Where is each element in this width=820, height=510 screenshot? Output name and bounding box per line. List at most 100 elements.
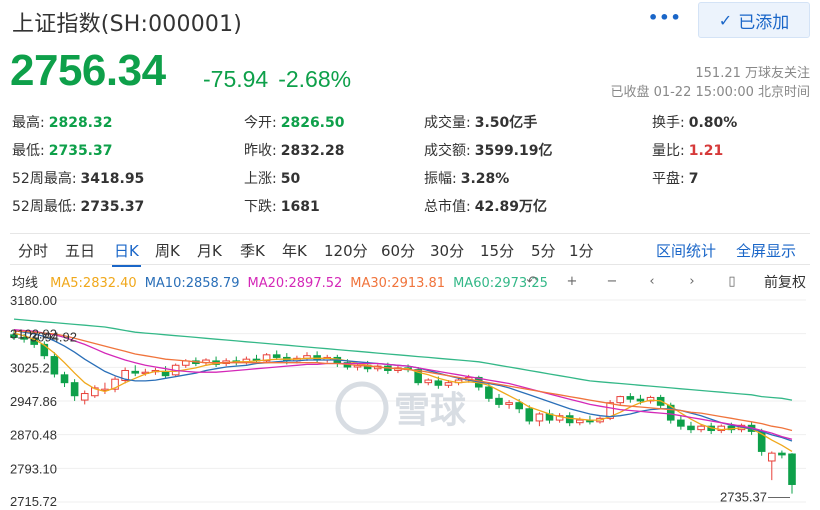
tab-4[interactable]: 月K [197,242,222,260]
stat-item: 今开: 2826.50 [244,112,344,132]
reset-icon[interactable]: ▯ [728,274,736,289]
candle-body [535,413,544,422]
stat-label: 上涨: [244,171,277,187]
tab-5[interactable]: 季K [240,242,265,260]
stat-value: 42.89万亿 [474,199,548,215]
candle-body [555,415,564,421]
tab-0[interactable]: 分时 [18,242,49,260]
stat-item: 52周最高: 3418.95 [12,168,144,188]
candle-body [666,404,675,421]
zoom-out-icon[interactable]: − [606,274,618,289]
tab-3[interactable]: 周K [155,242,180,260]
kline-chart[interactable]: 雪球 3180.00 3102.92 3025.2 2947.86 2870.48 2793… [0,292,820,510]
candle-body [697,425,705,431]
ma-line-ma20 [13,328,793,440]
candle-body [70,382,79,397]
page-title: 上证指数(SH:000001) [12,12,243,37]
stat-label: 下跌: [244,199,277,215]
stat-label: 52周最低: [12,199,77,215]
more-options-button[interactable]: ••• [648,8,682,27]
tab-2[interactable]: 日K [112,242,141,267]
tab-7[interactable]: 120分 [324,242,368,260]
stat-value: 2826.50 [280,115,345,131]
watermark-text: 雪球 [394,390,467,431]
candle-body [565,415,574,424]
candle-body [505,402,513,405]
undo-icon[interactable]: ↶ [526,274,538,289]
ma-legend: 均线 MA5:2832.40 MA10:2858.79 MA20:2897.52 MA… [12,272,556,291]
scroll-left-icon[interactable]: ‹ [649,274,655,289]
follow-button[interactable]: ✓ 已添加 [698,2,810,38]
stat-value: 2828.32 [48,115,113,131]
candle-body [414,369,422,384]
tab-10[interactable]: 15分 [480,242,515,260]
y-tick-label: 3025.2 [10,360,50,375]
stat-item: 成交量: 3.50亿手 [424,112,537,132]
candle-body [767,452,776,462]
stat-value: 3.50亿手 [474,115,538,131]
stat-label: 成交量: [424,115,471,131]
candle-body [424,379,433,384]
check-icon: ✓ [718,10,733,30]
candle-body [626,396,635,400]
ma-item: MA20:2897.52 [247,276,343,291]
candle-body [636,398,645,402]
stat-item: 成交额: 3599.19亿 [424,140,552,160]
y-tick-label: 2947.86 [10,394,57,409]
range-stats-link[interactable]: 区间统计 [656,242,717,260]
stat-value: 2735.37 [80,199,145,215]
stat-item: 最高: 2828.32 [12,112,112,132]
fullscreen-link[interactable]: 全屏显示 [736,242,797,260]
candle-body [20,336,28,340]
tab-6[interactable]: 年K [282,242,307,260]
stat-item: 昨收: 2832.28 [244,140,344,160]
candle-body [444,382,453,386]
stat-label: 昨收: [244,143,277,159]
watermark-logo-icon [335,381,389,435]
stat-value: 2735.37 [48,143,113,159]
stat-label: 振幅: [424,171,457,187]
overlay-price-label: 3094.92 [30,330,77,345]
follow-button-label: 已添加 [738,12,790,33]
ma-item: MA10:2858.79 [144,276,240,291]
stat-item: 上涨: 50 [244,168,300,188]
zoom-in-icon[interactable]: + [566,274,578,289]
tab-1[interactable]: 五日 [65,242,96,260]
ma-line-ma60 [13,318,793,401]
change-value: -75.94 [203,66,269,92]
candle-body [525,408,534,422]
y-tick-label: 2715.72 [10,494,57,509]
candle-body [80,393,89,401]
low-price-label: 2735.37 [720,489,767,504]
tab-12[interactable]: 1分 [569,242,594,260]
stat-value: 50 [280,171,301,187]
stat-value: 3599.19亿 [474,143,553,159]
candle-body [687,425,695,431]
tab-9[interactable]: 30分 [430,242,465,260]
stat-item: 平盘: 7 [652,168,698,188]
candle-body [50,356,59,375]
adjust-mode-button[interactable]: 前复权 [764,275,806,291]
candle-body [646,396,655,402]
tab-11[interactable]: 5分 [531,242,556,260]
candle-body [778,452,786,456]
candle-body [111,378,119,390]
candle-body [131,370,140,374]
candle-body [717,425,726,432]
stat-label: 52周最高: [12,171,77,187]
change-percent: -2.68% [278,66,352,92]
scroll-right-icon[interactable]: › [689,274,695,289]
followers-count: 151.21 万球友关注 [695,66,810,81]
candle-body [262,354,271,362]
candle-body [576,419,584,424]
stat-value: 2832.28 [280,143,345,159]
stat-value: 3.28% [460,171,510,187]
stat-value: 0.80% [688,115,738,131]
candle-body [677,419,685,427]
stat-item: 52周最低: 2735.37 [12,196,144,216]
y-tick-label: 3102.92 [10,327,57,342]
candle-body [434,380,443,386]
tab-8[interactable]: 60分 [381,242,416,260]
stat-item: 量比: 1.21 [652,140,723,160]
candle-body [40,343,49,357]
